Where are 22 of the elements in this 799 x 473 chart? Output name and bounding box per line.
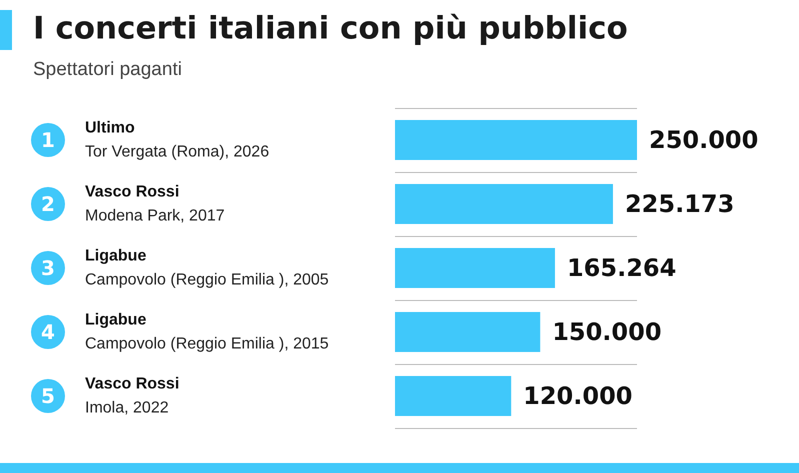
bar (395, 120, 637, 160)
text: Spettatori paganti (33, 59, 182, 80)
data-label: 225.173 (624, 190, 734, 218)
y-tick-label: Vasco Rossi Imola, 2022 (85, 376, 180, 416)
data-label: 250.000 (649, 126, 758, 154)
text: 5 (31, 379, 65, 413)
y-tick-label: Vasco Rossi Modena Park, 2017 (85, 184, 225, 224)
data-label: 120.000 (523, 382, 632, 410)
bar (395, 248, 555, 288)
bar (395, 184, 613, 224)
y-tick-label: Ligabue Campovolo (Reggio Emilia ), 2015 (85, 312, 329, 352)
data-label: 165.264 (566, 254, 676, 282)
chart-title: I concerti italiani con più pubblico (33, 10, 628, 46)
text: 2 (31, 187, 65, 221)
y-tick-label: Ligabue Campovolo (Reggio Emilia ), 2005 (85, 248, 329, 288)
bar (395, 376, 512, 416)
y-tick-label: Ultimo Tor Vergata (Roma), 2026 (85, 120, 270, 160)
text: 4 (31, 315, 65, 349)
text: 3 (31, 251, 65, 285)
data-label: 150.000 (552, 318, 662, 346)
text: 1 (31, 123, 65, 157)
bar (395, 312, 540, 352)
